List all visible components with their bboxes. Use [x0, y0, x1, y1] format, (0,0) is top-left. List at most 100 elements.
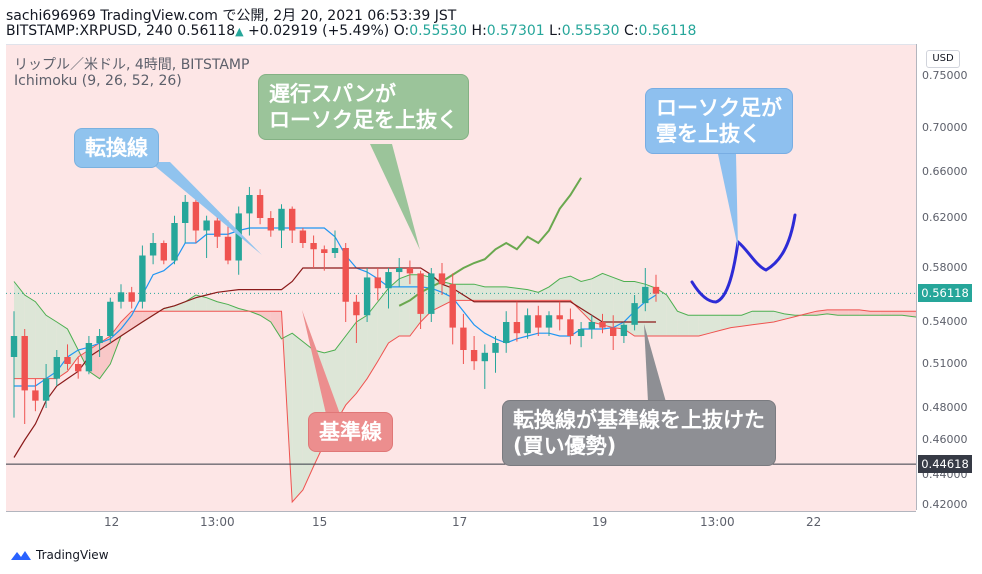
cloud-segment — [153, 308, 164, 316]
cloud-segment — [688, 315, 699, 336]
last-price: 0.56118 — [177, 23, 236, 39]
candle-body — [513, 322, 521, 334]
candle-body — [192, 201, 200, 231]
time-tick: 13:00 — [200, 515, 235, 529]
projection-annotation — [690, 213, 797, 304]
candle-body — [620, 324, 628, 336]
candle-body — [353, 301, 360, 316]
callout-kijun-pointer — [302, 310, 340, 414]
price-tick: 0.46000 — [922, 433, 968, 446]
up-arrow-icon: ▲ — [235, 25, 244, 38]
candle-body — [299, 230, 307, 243]
cloud-segment — [516, 288, 528, 301]
price-tick: 0.66000 — [922, 165, 968, 178]
close-value: 0.56118 — [638, 23, 697, 39]
candle-body — [149, 243, 157, 256]
price-axis[interactable] — [916, 44, 982, 510]
cloud-segment — [174, 301, 186, 312]
candle-body — [10, 336, 18, 357]
candle-body — [652, 286, 660, 294]
candle-body — [342, 248, 349, 302]
candle-body — [642, 286, 649, 304]
candle-body — [492, 343, 499, 353]
candle-body — [42, 378, 50, 401]
price-tick: 0.51000 — [922, 357, 968, 370]
close-label: C: — [624, 23, 639, 39]
callout-kijun: 基準線 — [308, 412, 393, 452]
callout-tenkan-pointer — [150, 162, 262, 255]
cloud-segment — [185, 295, 196, 312]
candle-body — [567, 319, 574, 336]
cloud-segment — [195, 295, 207, 312]
candle-body — [385, 272, 392, 289]
cloud-segment — [260, 311, 271, 322]
symbol-legend[interactable]: リップル／米ドル, 4時間, BITSTAMP — [14, 57, 250, 73]
horizontal-line-price-tag: 0.44618 — [918, 455, 972, 474]
cloud-segment — [142, 311, 154, 322]
price-tick: 0.70000 — [922, 121, 968, 134]
cloud-segment — [538, 286, 549, 301]
callout-tenkan-text: 転換線 — [85, 136, 148, 160]
candle-body — [577, 329, 585, 336]
footer-brand[interactable]: TradingView — [10, 548, 109, 562]
time-tick: 17 — [452, 515, 468, 529]
low-value: 0.55530 — [561, 23, 620, 39]
candle-body — [203, 220, 210, 231]
time-tick: 19 — [592, 515, 608, 529]
candle-body — [374, 277, 381, 289]
cloud-segment — [335, 336, 346, 424]
cloud-segment — [891, 311, 903, 316]
indicator-legend[interactable]: Ichimoku (9, 26, 52, 26) — [14, 73, 182, 89]
candle-body — [460, 327, 467, 350]
candle-body — [128, 292, 135, 302]
candle-body — [449, 284, 456, 328]
callout-cross: 転換線が基準線を上抜けた (買い優勢) — [502, 400, 776, 466]
candle-body — [321, 249, 328, 253]
candle-body — [32, 390, 39, 401]
candle-body — [267, 218, 274, 231]
cloud-segment — [741, 311, 753, 327]
cloud-segment — [602, 273, 614, 328]
senkou-span-b-line — [14, 299, 916, 504]
symbol-quote-line: BITSTAMP:XRPUSD, 240 0.56118▲ +0.02919 (… — [6, 23, 696, 39]
time-tick: 12 — [104, 515, 120, 529]
cloud-segment — [730, 315, 742, 328]
cloud-segment — [581, 278, 592, 322]
price-tick: 0.75000 — [922, 69, 968, 82]
candle-body — [289, 208, 296, 231]
candle-body — [182, 201, 189, 223]
time-tick: 15 — [312, 515, 328, 529]
cloud-segment — [912, 311, 916, 318]
candle-body — [331, 248, 339, 253]
candle-body — [53, 357, 60, 379]
high-label: H: — [471, 23, 487, 39]
callout-kumo-text: ローソク足が 雲を上抜く — [656, 96, 782, 146]
currency-label[interactable]: USD — [926, 50, 960, 68]
tradingview-logo-icon — [11, 551, 31, 560]
callout-cross-text: 転換線が基準線を上抜けた (買い優勢) — [513, 408, 765, 458]
candle-body — [171, 223, 178, 261]
cloud-segment — [752, 311, 763, 325]
low-label: L: — [549, 23, 562, 39]
candle-body — [75, 364, 82, 372]
candle-body — [428, 273, 435, 314]
candle-body — [524, 315, 531, 334]
price-tick: 0.54000 — [922, 315, 968, 328]
cloud-segment — [292, 333, 303, 502]
candle-body — [481, 352, 488, 362]
candle-body — [160, 243, 167, 261]
brand-name: TradingView — [36, 548, 109, 562]
price-change: +0.02919 (+5.49%) — [248, 23, 390, 39]
callout-chikou-text: 遅行スパンが ローソク足を上抜く — [269, 82, 458, 132]
cloud-segment — [848, 309, 860, 316]
cloud-segment — [880, 311, 892, 316]
cloud-segment — [270, 311, 282, 339]
candle-body — [610, 327, 617, 336]
cloud-segment — [656, 288, 667, 336]
cloud-segment — [837, 309, 849, 316]
cloud-segment — [377, 288, 389, 362]
cloud-segment — [677, 311, 689, 336]
callout-cross-pointer — [644, 324, 666, 402]
candle-body — [417, 273, 424, 314]
